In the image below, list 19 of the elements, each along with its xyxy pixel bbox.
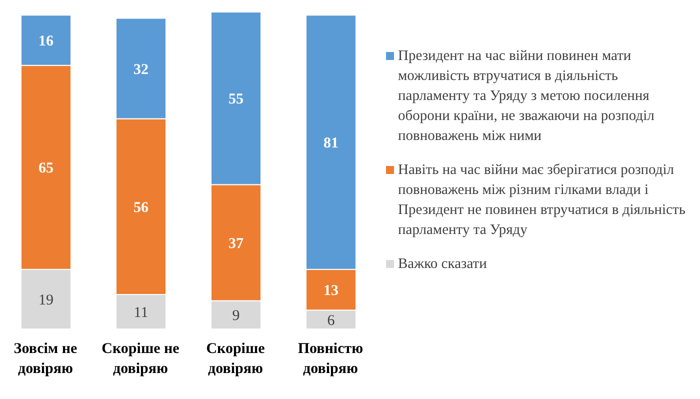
data-label: 32	[134, 62, 148, 78]
data-label: 9	[232, 308, 240, 324]
x-tick-label: Скоріше не довіряю	[102, 341, 180, 377]
data-label: 19	[38, 292, 54, 309]
data-label: 13	[324, 283, 338, 300]
data-label: 65	[38, 160, 54, 177]
data-label: 6	[327, 312, 336, 329]
legend-label: Президент на час війни повинен мати можливість втручатися в діяльність парламенту та Уряду з метою посилення оборони країни, не зважаючи на розподіл повноважень між ними	[398, 47, 656, 146]
legend-label: Важко сказати	[398, 255, 487, 274]
data-label: 37	[228, 236, 244, 252]
data-label: 11	[134, 305, 148, 322]
x-tick-label: Повністю довіряю	[298, 341, 364, 377]
data-label: 55	[228, 92, 244, 108]
x-tick-label: Зовсім не довіряю	[14, 341, 78, 377]
legend-label: Навіть на час війни має зберігатися розподіл повноважень між різним гілками влади і Президент не повинен втручатися в діяльність парламенту та Уряду	[398, 161, 686, 240]
data-label: 81	[324, 136, 338, 152]
data-label: 56	[134, 200, 149, 216]
data-label: 16	[38, 34, 54, 50]
x-tick-label: Скоріше довіряю	[206, 341, 266, 377]
